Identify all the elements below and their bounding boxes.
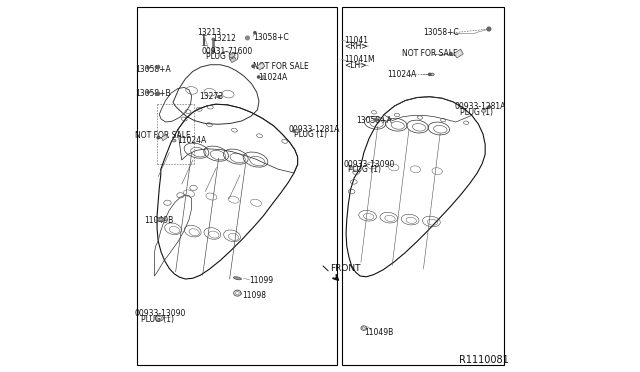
Text: 11041: 11041 bbox=[344, 36, 368, 45]
Text: 11049B: 11049B bbox=[364, 328, 393, 337]
Text: R1110081: R1110081 bbox=[459, 355, 509, 365]
Text: 13058+C: 13058+C bbox=[253, 33, 289, 42]
Text: FRONT: FRONT bbox=[330, 264, 361, 273]
Ellipse shape bbox=[349, 167, 353, 169]
Circle shape bbox=[429, 73, 431, 76]
Text: 13058+C: 13058+C bbox=[424, 28, 459, 37]
Ellipse shape bbox=[172, 140, 176, 142]
Ellipse shape bbox=[481, 109, 486, 112]
Circle shape bbox=[147, 67, 149, 69]
Ellipse shape bbox=[431, 73, 434, 76]
Ellipse shape bbox=[212, 38, 215, 40]
Text: 11099: 11099 bbox=[250, 276, 273, 285]
Circle shape bbox=[293, 130, 295, 132]
Text: 00933-1281A: 00933-1281A bbox=[289, 125, 340, 134]
Text: 11024A: 11024A bbox=[259, 73, 288, 81]
Circle shape bbox=[157, 65, 159, 68]
Text: PLUG (1): PLUG (1) bbox=[348, 165, 381, 174]
Text: PLUG (1): PLUG (1) bbox=[294, 130, 327, 139]
Text: 11024A: 11024A bbox=[177, 136, 206, 145]
Ellipse shape bbox=[212, 50, 215, 52]
Text: 13058+A: 13058+A bbox=[135, 65, 170, 74]
Bar bbox=[137, 7, 337, 365]
Circle shape bbox=[157, 137, 159, 139]
Circle shape bbox=[218, 96, 220, 98]
Circle shape bbox=[254, 32, 256, 34]
Text: PLUG (1): PLUG (1) bbox=[141, 315, 173, 324]
Text: <LH>: <LH> bbox=[344, 61, 366, 70]
Circle shape bbox=[488, 106, 490, 108]
Ellipse shape bbox=[294, 129, 299, 132]
Text: 11049B: 11049B bbox=[145, 216, 173, 225]
Text: <RH>: <RH> bbox=[344, 42, 367, 51]
Circle shape bbox=[487, 27, 491, 31]
Polygon shape bbox=[454, 49, 463, 58]
Circle shape bbox=[147, 91, 149, 93]
Ellipse shape bbox=[262, 76, 266, 78]
Text: 13273: 13273 bbox=[199, 92, 223, 101]
Text: PLUG (2): PLUG (2) bbox=[206, 52, 239, 61]
Ellipse shape bbox=[157, 217, 164, 222]
Circle shape bbox=[246, 36, 250, 40]
Circle shape bbox=[252, 65, 254, 67]
Circle shape bbox=[450, 52, 452, 55]
Polygon shape bbox=[161, 135, 168, 141]
Text: 11024A: 11024A bbox=[387, 70, 416, 79]
Text: 00933-13090: 00933-13090 bbox=[344, 160, 395, 169]
Text: 11041M: 11041M bbox=[344, 55, 374, 64]
Text: NOT FOR SALE: NOT FOR SALE bbox=[402, 49, 458, 58]
Text: 13213: 13213 bbox=[197, 28, 221, 37]
Polygon shape bbox=[229, 53, 235, 58]
Circle shape bbox=[257, 76, 260, 78]
Ellipse shape bbox=[234, 277, 241, 280]
Text: 13212: 13212 bbox=[212, 34, 236, 43]
Circle shape bbox=[374, 118, 378, 121]
Text: 11098: 11098 bbox=[242, 291, 266, 300]
Text: 00933-13090: 00933-13090 bbox=[135, 309, 186, 318]
Polygon shape bbox=[257, 62, 265, 70]
Text: PLUG (1): PLUG (1) bbox=[460, 108, 493, 117]
Text: 13058+B: 13058+B bbox=[135, 89, 170, 98]
Text: NOT FOR SALE: NOT FOR SALE bbox=[135, 131, 191, 140]
Text: NOT FOR SALE: NOT FOR SALE bbox=[253, 62, 308, 71]
Text: 00933-1281A: 00933-1281A bbox=[454, 102, 506, 111]
Polygon shape bbox=[230, 57, 236, 62]
Text: 00931-71600: 00931-71600 bbox=[202, 47, 253, 56]
Text: 13058+A: 13058+A bbox=[356, 116, 392, 125]
Bar bbox=[342, 7, 504, 365]
Circle shape bbox=[157, 92, 159, 95]
